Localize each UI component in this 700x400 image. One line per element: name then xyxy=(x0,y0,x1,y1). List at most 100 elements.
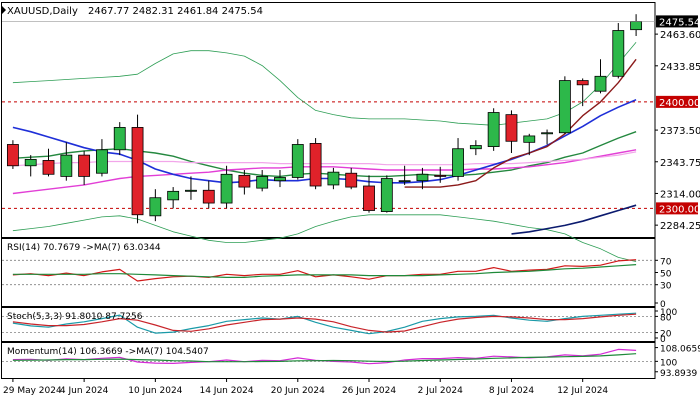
overlay-upper-band xyxy=(12,41,637,126)
candle xyxy=(380,175,393,213)
candle-body xyxy=(60,154,73,177)
y-tick-label: 100 xyxy=(660,358,677,368)
candle-body xyxy=(238,174,251,188)
indicator-title: RSI(14) 70.7679 ->MA(7) 63.0344 xyxy=(7,243,161,253)
candle xyxy=(167,187,180,209)
candle-body xyxy=(416,173,429,182)
candle xyxy=(416,167,429,190)
candle xyxy=(238,170,251,195)
candle-body xyxy=(78,154,91,177)
y-tick-label: 108.0659 xyxy=(660,345,700,355)
x-tick-label: 29 May 2024 xyxy=(3,386,62,396)
symbol-label: XAUUSD,Daily xyxy=(7,6,78,17)
candle xyxy=(131,114,144,224)
candle-body xyxy=(434,174,447,177)
candle-body xyxy=(274,177,286,182)
candle xyxy=(434,166,447,183)
candle-body xyxy=(594,75,607,92)
y-tick-label: 80 xyxy=(660,313,672,323)
candle-body xyxy=(113,127,126,151)
candle-body xyxy=(202,189,215,204)
candle-body xyxy=(220,173,233,204)
x-tick-label: 12 Jul 2024 xyxy=(557,386,608,396)
y-tick-label: 0 xyxy=(660,300,666,310)
candle-body xyxy=(42,160,55,175)
x-tick-label: 20 Jun 2024 xyxy=(271,386,325,396)
candle-body xyxy=(149,197,162,217)
candle-body xyxy=(576,80,589,86)
candle xyxy=(612,23,625,79)
x-tick-label: 10 Jun 2024 xyxy=(128,386,182,396)
candle-body xyxy=(131,127,144,216)
candle xyxy=(523,133,536,156)
candle xyxy=(274,170,286,188)
x-tick-label: 26 Jun 2024 xyxy=(342,386,396,396)
candle-body xyxy=(469,145,482,150)
candle-body xyxy=(452,148,464,177)
candle-body xyxy=(541,132,553,135)
candle-body xyxy=(256,176,269,189)
candle xyxy=(452,138,464,181)
candle xyxy=(594,59,607,94)
candle xyxy=(291,139,304,180)
overlay-navy-trend xyxy=(511,204,637,235)
series-rsi-14 xyxy=(12,259,637,282)
candle-body xyxy=(398,180,411,183)
candle-body xyxy=(380,178,393,212)
pane-frame-0 xyxy=(1,2,656,238)
candle-body xyxy=(363,185,375,211)
candle xyxy=(220,165,233,209)
candle xyxy=(541,129,553,145)
y-tick-label: 0 xyxy=(660,335,666,345)
candle-body xyxy=(487,112,500,147)
last-price-label: 2475.54 xyxy=(659,17,700,28)
candle xyxy=(309,138,322,190)
candle-body xyxy=(185,189,197,192)
candle xyxy=(42,148,55,177)
x-tick-label: 14 Jun 2024 xyxy=(199,386,253,396)
indicator-title: Momentum(14) 106.3669 ->MA(7) 104.5407 xyxy=(7,347,209,357)
candle xyxy=(6,140,19,169)
level-tag xyxy=(656,95,698,108)
candle xyxy=(345,167,358,190)
candle xyxy=(469,140,482,156)
candle-body xyxy=(612,30,625,77)
overlay-lower-band xyxy=(12,214,637,262)
candle xyxy=(60,142,73,181)
y-tick-label: 2373.50 xyxy=(660,126,700,137)
overlay-dark-red-ma xyxy=(404,58,637,188)
pane-frame-2 xyxy=(1,307,656,342)
candle xyxy=(78,150,91,185)
candle-body xyxy=(96,149,108,174)
candle xyxy=(398,165,411,185)
candle-body xyxy=(6,144,19,167)
candle xyxy=(256,170,269,192)
candle-body xyxy=(291,144,304,178)
level-tag xyxy=(656,202,698,215)
overlay-pink-ma xyxy=(12,149,637,195)
series--k xyxy=(12,312,637,335)
y-tick-label: 2463.60 xyxy=(660,30,700,41)
candle-body xyxy=(345,172,358,188)
candle xyxy=(24,155,37,177)
series--d xyxy=(12,313,637,333)
y-tick-label: 2343.75 xyxy=(660,158,700,169)
candle xyxy=(558,76,571,134)
candle-body xyxy=(523,135,536,143)
candle-body xyxy=(505,114,518,142)
last-price-tag xyxy=(656,15,698,28)
candle-body xyxy=(167,190,180,201)
y-tick-label: 100 xyxy=(660,308,677,318)
candle xyxy=(327,167,340,190)
candle-body xyxy=(558,80,571,134)
y-tick-label: 2314.00 xyxy=(660,189,700,200)
candle xyxy=(185,176,197,200)
candle xyxy=(505,110,518,153)
y-tick-label: 93.8939 xyxy=(660,369,697,379)
candle-body xyxy=(309,142,322,187)
series-ma-7 xyxy=(12,264,637,278)
candle xyxy=(149,189,162,222)
x-tick-label: 4 Jun 2024 xyxy=(60,386,109,396)
y-tick-label: 50 xyxy=(660,270,672,280)
